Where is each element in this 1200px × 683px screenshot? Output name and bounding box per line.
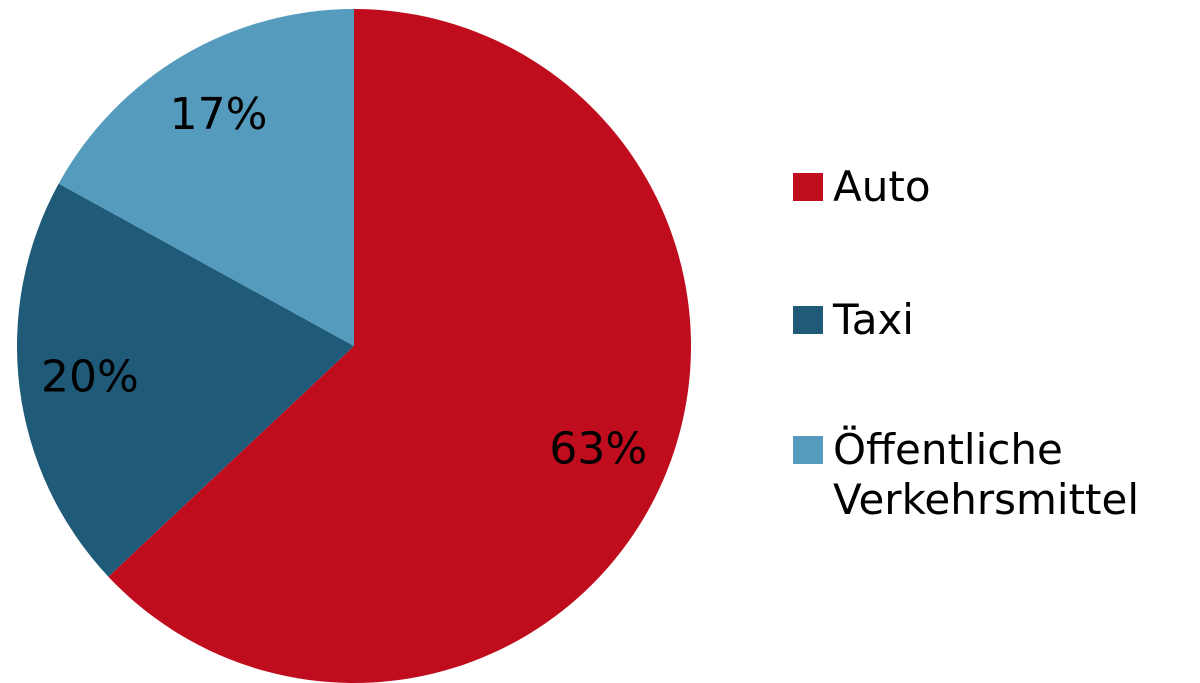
pie-slice: [108, 9, 691, 683]
pie-slice: [16, 183, 354, 577]
legend-label: Taxi: [833, 295, 914, 344]
pie-area: 63% 20% 17%: [16, 9, 691, 683]
legend-label: Auto: [833, 162, 931, 211]
legend-item: Öffentliche Verkehrsmittel: [793, 425, 1193, 525]
data-label: 63%: [549, 424, 647, 475]
data-label: 17%: [170, 89, 268, 140]
pie-slice: [58, 9, 354, 346]
legend-swatch: [793, 436, 823, 464]
legend-label: Öffentliche Verkehrsmittel: [833, 425, 1140, 524]
legend-swatch: [793, 306, 823, 334]
legend-item: Taxi: [793, 295, 1193, 345]
data-label: 20%: [41, 351, 139, 402]
legend-swatch: [793, 173, 823, 201]
legend-item: Auto: [793, 162, 1193, 212]
